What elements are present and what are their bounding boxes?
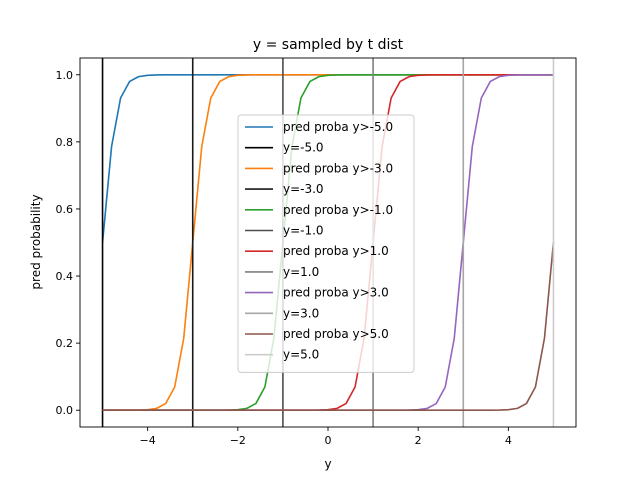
legend-label: pred proba y>1.0 — [283, 244, 389, 258]
legend-label: pred proba y>3.0 — [283, 286, 389, 300]
legend: pred proba y>-5.0 y=-5.0 pred proba y>-3.0… — [237, 114, 415, 373]
legend-label: y=3.0 — [283, 306, 319, 320]
y-tick-label: 0.6 — [56, 203, 74, 216]
y-tick-label: 1.0 — [56, 69, 74, 82]
y-tick-label: 0.4 — [56, 270, 74, 283]
legend-label: pred proba y>-1.0 — [283, 203, 393, 217]
legend-label: y=5.0 — [283, 348, 319, 362]
axes: −4 −2 0 2 4 0.0 0.2 0.4 0.6 0.8 1.0 — [56, 57, 577, 447]
legend-label: pred proba y>-3.0 — [283, 161, 393, 175]
chart-title: y = sampled by t dist — [253, 37, 404, 53]
x-tick-label: 0 — [325, 434, 332, 447]
y-tick-label: 0.8 — [56, 136, 74, 149]
y-axis-label: pred probability — [29, 194, 43, 289]
legend-label: y=-3.0 — [283, 182, 324, 196]
legend-label: pred proba y>5.0 — [283, 327, 389, 341]
x-tick-label: 2 — [415, 434, 422, 447]
legend-label: y=-5.0 — [283, 141, 324, 155]
x-axis-label: y — [324, 457, 331, 471]
x-tick-label: −4 — [140, 434, 156, 447]
legend-label: pred proba y>-5.0 — [283, 120, 393, 134]
y-tick-label: 0.0 — [56, 404, 74, 417]
legend-box — [237, 114, 415, 373]
x-tick-label: −2 — [230, 434, 246, 447]
legend-label: y=1.0 — [283, 265, 319, 279]
legend-label: y=-1.0 — [283, 224, 324, 238]
series-line — [102, 242, 555, 412]
x-tick-label: 4 — [505, 434, 512, 447]
y-tick-label: 0.2 — [56, 337, 74, 350]
